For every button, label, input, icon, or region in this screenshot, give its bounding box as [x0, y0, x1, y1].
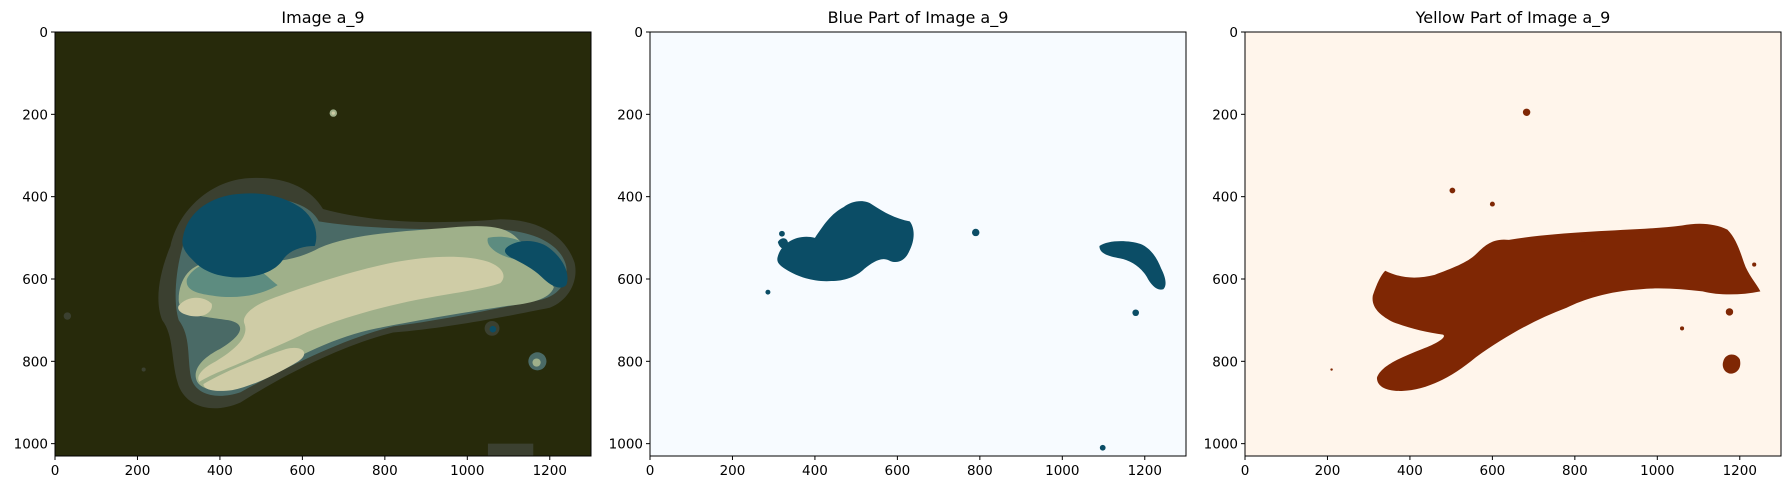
blue-mask-dot	[1132, 309, 1139, 317]
yellow-mask-dot	[1449, 187, 1456, 194]
x-tick-label: 600	[1479, 463, 1505, 479]
y-tick-label: 200	[22, 107, 48, 123]
y-tick-label: 800	[22, 354, 48, 370]
y-ticks: 0 200 400 600 800 1000	[14, 25, 55, 453]
y-tick-label: 0	[1229, 25, 1238, 41]
plot-frame	[54, 31, 592, 457]
plot-frame	[649, 31, 1187, 457]
x-ticks: 0 200 400 600 800 1000 1200	[1241, 456, 1757, 479]
y-tick-label: 800	[617, 354, 643, 370]
x-tick-label: 400	[207, 463, 233, 479]
y-tick-label: 600	[22, 272, 48, 288]
x-tick-label: 1200	[1723, 463, 1757, 479]
y-tick-label: 800	[1212, 354, 1238, 370]
panel-yellow-part: Yellow Part of Image a_9 0 200 400 600 800 10…	[1204, 8, 1782, 479]
x-ticks: 0 200 400 600 800 1000 1200	[51, 456, 567, 479]
yellow-mask-dot	[1725, 308, 1734, 316]
x-tick-label: 400	[802, 463, 828, 479]
x-tick-label: 400	[1397, 463, 1423, 479]
yellow-mask-dot	[1679, 326, 1685, 331]
x-tick-label: 200	[125, 463, 151, 479]
speck	[532, 358, 541, 367]
speck	[487, 443, 534, 456]
yellow-mask-dot	[1581, 237, 1586, 242]
x-tick-label: 0	[51, 463, 60, 479]
plot-frame	[1244, 31, 1782, 457]
x-tick-label: 1000	[1640, 463, 1674, 479]
yellow-mask-dot	[1330, 368, 1333, 371]
y-tick-label: 200	[617, 107, 643, 123]
speck	[489, 325, 497, 333]
y-ticks: 0 200 400 600 800 1000	[609, 25, 650, 453]
y-tick-label: 400	[1212, 190, 1238, 206]
cream-body	[198, 256, 504, 382]
panel-title: Blue Part of Image a_9	[828, 8, 1009, 28]
x-tick-label: 600	[884, 463, 910, 479]
speck	[331, 111, 335, 115]
x-tick-label: 600	[289, 463, 315, 479]
x-tick-label: 1000	[1045, 463, 1079, 479]
y-tick-label: 1000	[609, 437, 643, 453]
x-tick-label: 1000	[450, 463, 484, 479]
yellow-mask-dot	[1752, 262, 1757, 267]
y-tick-label: 0	[634, 25, 643, 41]
yellow-mask-speck	[1722, 354, 1741, 374]
speck	[63, 312, 72, 320]
blue-blob-left	[182, 193, 317, 278]
cream-left	[178, 297, 212, 317]
blue-mask-dot	[1099, 444, 1106, 451]
yellow-mask-body	[1372, 223, 1761, 391]
y-ticks: 0 200 400 600 800 1000	[1204, 25, 1245, 453]
y-tick-label: 1000	[14, 437, 48, 453]
image-area	[650, 32, 1186, 456]
x-tick-label: 200	[1315, 463, 1341, 479]
x-tick-label: 800	[967, 463, 993, 479]
yellow-mask-dot	[1489, 201, 1495, 207]
x-tick-label: 1200	[1128, 463, 1162, 479]
x-tick-label: 800	[372, 463, 398, 479]
image-background	[650, 32, 1186, 456]
blue-mask-right	[1099, 241, 1166, 290]
y-tick-label: 400	[617, 190, 643, 206]
blue-mask-dot	[972, 228, 980, 237]
blue-mask-speck	[777, 238, 789, 249]
y-tick-label: 600	[1212, 272, 1238, 288]
x-tick-label: 1200	[533, 463, 567, 479]
y-tick-label: 0	[39, 25, 48, 41]
x-tick-label: 200	[720, 463, 746, 479]
cream-lower	[203, 347, 305, 391]
image-area	[55, 32, 591, 456]
x-ticks: 0 200 400 600 800 1000 1200	[646, 456, 1162, 479]
y-tick-label: 600	[617, 272, 643, 288]
y-tick-label: 200	[1212, 107, 1238, 123]
x-tick-label: 0	[646, 463, 655, 479]
panel-image: Image a_9	[14, 8, 592, 479]
blue-blob-right	[504, 240, 568, 288]
speck	[141, 367, 146, 372]
x-tick-label: 800	[1562, 463, 1588, 479]
blue-mask-dot	[765, 289, 771, 295]
panel-blue-part: Blue Part of Image a_9 0 200 400 600 800 1000…	[609, 8, 1187, 479]
x-tick-label: 0	[1241, 463, 1250, 479]
y-tick-label: 1000	[1204, 437, 1238, 453]
y-tick-label: 400	[22, 190, 48, 206]
image-area	[1245, 32, 1781, 456]
blue-mask-left	[777, 201, 914, 282]
blue-mask-dot	[779, 230, 785, 237]
panel-title: Yellow Part of Image a_9	[1415, 8, 1611, 28]
panel-title: Image a_9	[281, 8, 364, 28]
yellow-mask-dot	[1522, 108, 1531, 116]
